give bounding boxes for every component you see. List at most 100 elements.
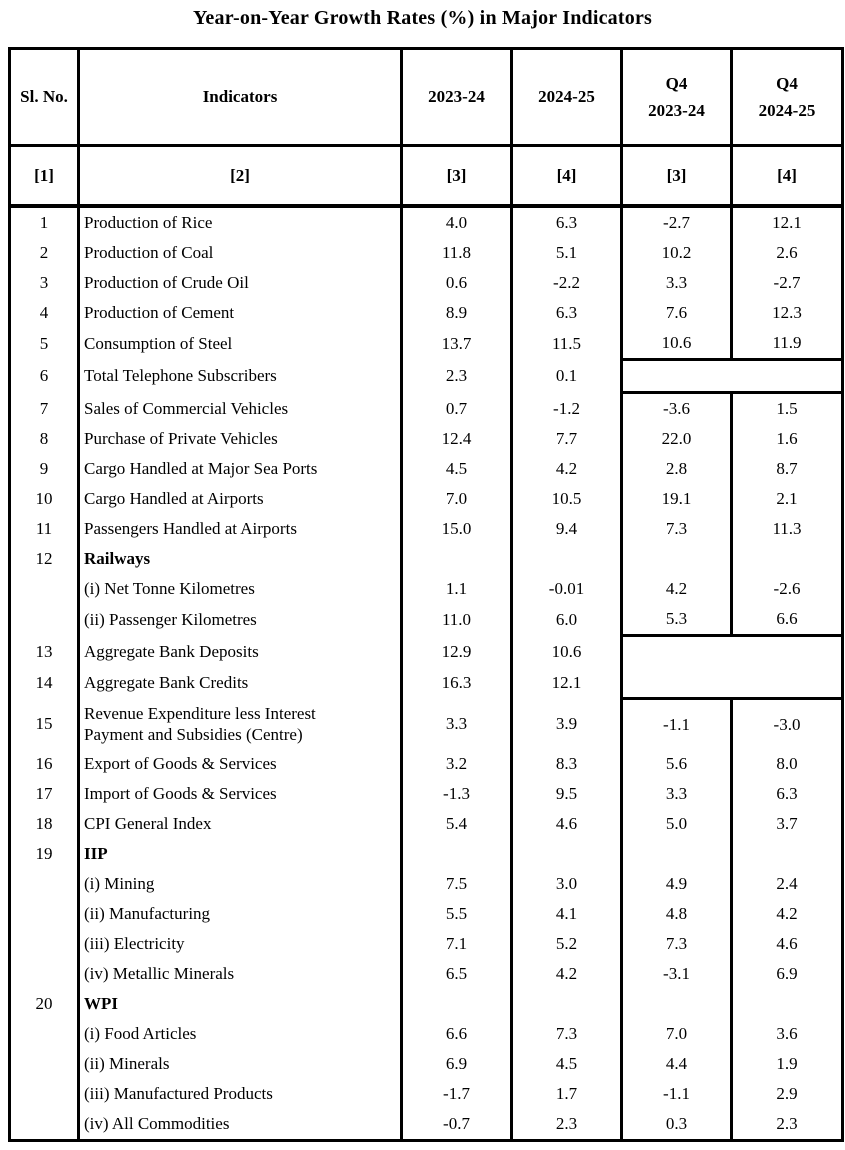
fy-2023-24-cell: 7.5 [400,869,513,899]
table-row: 2 Production of Coal 11.8 5.1 10.2 2.6 [8,238,844,268]
indicator-label: Production of Rice [84,213,213,233]
indicator-label: Consumption of Steel [84,334,233,354]
table-row: 11 Passengers Handled at Airports 15.0 9.4 7… [8,514,844,544]
col-ref-q4-2023-24: [3] [620,145,733,208]
q4-2023-24-cell [620,839,733,869]
col-header-2023-24: 2023-24 [400,48,513,147]
fy-2023-24-cell: 5.4 [400,809,513,839]
sl-cell: 13 [8,635,80,667]
indicator-cell: Import of Goods & Services [77,779,403,809]
indicator-cell: Cargo Handled at Airports [77,484,403,514]
table-row: (iv) Metallic Minerals 6.5 4.2 -3.1 6.9 [8,959,844,989]
q4-gap-cell [620,634,844,667]
fy-2024-25-cell: 0.1 [510,359,623,393]
table-header: Sl. No. Indicators 2023-24 2024-25 Q4 20… [8,48,844,208]
q4-2024-25-cell: 4.2 [730,899,844,929]
sl-cell [8,604,80,636]
q4-2023-24-cell: 0.3 [620,1109,733,1141]
fy-2023-24-cell: -1.7 [400,1079,513,1109]
table-row: (i) Food Articles 6.6 7.3 7.0 3.6 [8,1019,844,1049]
fy-2023-24-cell: 0.6 [400,268,513,298]
fy-2023-24-cell: 3.2 [400,749,513,779]
fy-2024-25-cell: 1.7 [510,1079,623,1109]
q4-2024-25-cell: 6.6 [730,604,844,636]
q4-2024-25-cell: 1.6 [730,424,844,454]
q4-2024-25-cell: 8.0 [730,749,844,779]
q4-2024-25-cell: 12.3 [730,298,844,328]
fy-2023-24-cell: 2.3 [400,359,513,393]
sl-cell: 11 [8,514,80,544]
table-row: 17 Import of Goods & Services -1.3 9.5 3.3 6.… [8,779,844,809]
fy-2024-25-cell: 5.2 [510,929,623,959]
table-row: 20 WPI [8,989,844,1019]
sl-cell: 14 [8,667,80,699]
q4-2023-24-cell: 19.1 [620,484,733,514]
table-row: (ii) Minerals 6.9 4.5 4.4 1.9 [8,1049,844,1079]
col-ref-2024-25: [4] [510,145,623,208]
q4-2023-24-cell: 4.2 [620,574,733,604]
table-row: 16 Export of Goods & Services 3.2 8.3 5.6 8.0 [8,749,844,779]
q4-2023-24-cell: 4.8 [620,899,733,929]
sl-cell [8,869,80,899]
indicators-table: Sl. No. Indicators 2023-24 2024-25 Q4 20… [8,47,844,1142]
fy-2023-24-cell: 4.0 [400,206,513,238]
fy-2023-24-cell: -1.3 [400,779,513,809]
table-row: 15 Revenue Expenditure less Interest Paym… [8,698,844,749]
col-header-2024-25: 2024-25 [510,48,623,147]
indicator-cell: Railways [77,544,403,574]
fy-2023-24-cell: 11.8 [400,238,513,268]
indicator-label: Production of Crude Oil [84,273,249,293]
sl-cell [8,959,80,989]
sl-cell [8,929,80,959]
indicator-cell: (iv) All Commodities [77,1109,403,1141]
header-row-labels: Sl. No. Indicators 2023-24 2024-25 Q4 20… [8,48,844,147]
q4-year-2024-25: 2024-25 [758,101,816,120]
indicator-cell: Aggregate Bank Deposits [77,635,403,667]
fy-2024-25-cell: 6.3 [510,206,623,238]
fy-2024-25-cell: 7.7 [510,424,623,454]
indicator-label: Sales of Commercial Vehicles [84,398,289,418]
sl-cell [8,1049,80,1079]
indicator-cell: (ii) Manufacturing [77,899,403,929]
col-header-sl-no: Sl. No. [8,48,80,147]
indicator-cell: Consumption of Steel [77,328,403,360]
q4-label: Q4 [776,74,798,93]
col-ref-2023-24: [3] [400,145,513,208]
fy-2023-24-cell: 7.1 [400,929,513,959]
q4-2024-25-cell: -3.0 [730,698,844,749]
q4-2023-24-cell: 10.2 [620,238,733,268]
q4-2023-24-cell: 3.3 [620,268,733,298]
table-row: 4 Production of Cement 8.9 6.3 7.6 12.3 [8,298,844,328]
indicator-cell: IIP [77,839,403,869]
col-ref-q4-2024-25: [4] [730,145,844,208]
q4-2023-24-cell [620,989,733,1019]
sl-cell: 6 [8,359,80,393]
q4-2023-24-cell: 10.6 [620,328,733,360]
indicator-cell: Passengers Handled at Airports [77,514,403,544]
fy-2024-25-cell: 9.5 [510,779,623,809]
fy-2024-25-cell: 4.2 [510,454,623,484]
fy-2023-24-cell: 15.0 [400,514,513,544]
sl-cell: 10 [8,484,80,514]
indicator-cell: (i) Mining [77,869,403,899]
indicator-label: Purchase of Private Vehicles [84,429,278,449]
indicator-label: (i) Net Tonne Kilometres [84,579,255,599]
indicator-cell: Sales of Commercial Vehicles [77,392,403,424]
q4-2024-25-cell: 6.3 [730,779,844,809]
q4-2024-25-cell: 3.7 [730,809,844,839]
indicator-cell: (ii) Minerals [77,1049,403,1079]
indicator-label: WPI [84,994,118,1014]
indicator-label: Cargo Handled at Airports [84,489,264,509]
q4-gap-cell [620,358,844,394]
indicator-label: Passengers Handled at Airports [84,519,297,539]
q4-2024-25-cell: 2.4 [730,869,844,899]
indicator-cell: (i) Food Articles [77,1019,403,1049]
indicator-cell: Production of Coal [77,238,403,268]
indicator-cell: Purchase of Private Vehicles [77,424,403,454]
q4-2024-25-cell [730,839,844,869]
sl-cell: 3 [8,268,80,298]
indicator-cell: Revenue Expenditure less Interest Paymen… [77,698,403,749]
fy-2023-24-cell [400,839,513,869]
table-row: 6 Total Telephone Subscribers 2.3 0.1 [8,358,844,394]
sl-cell [8,574,80,604]
